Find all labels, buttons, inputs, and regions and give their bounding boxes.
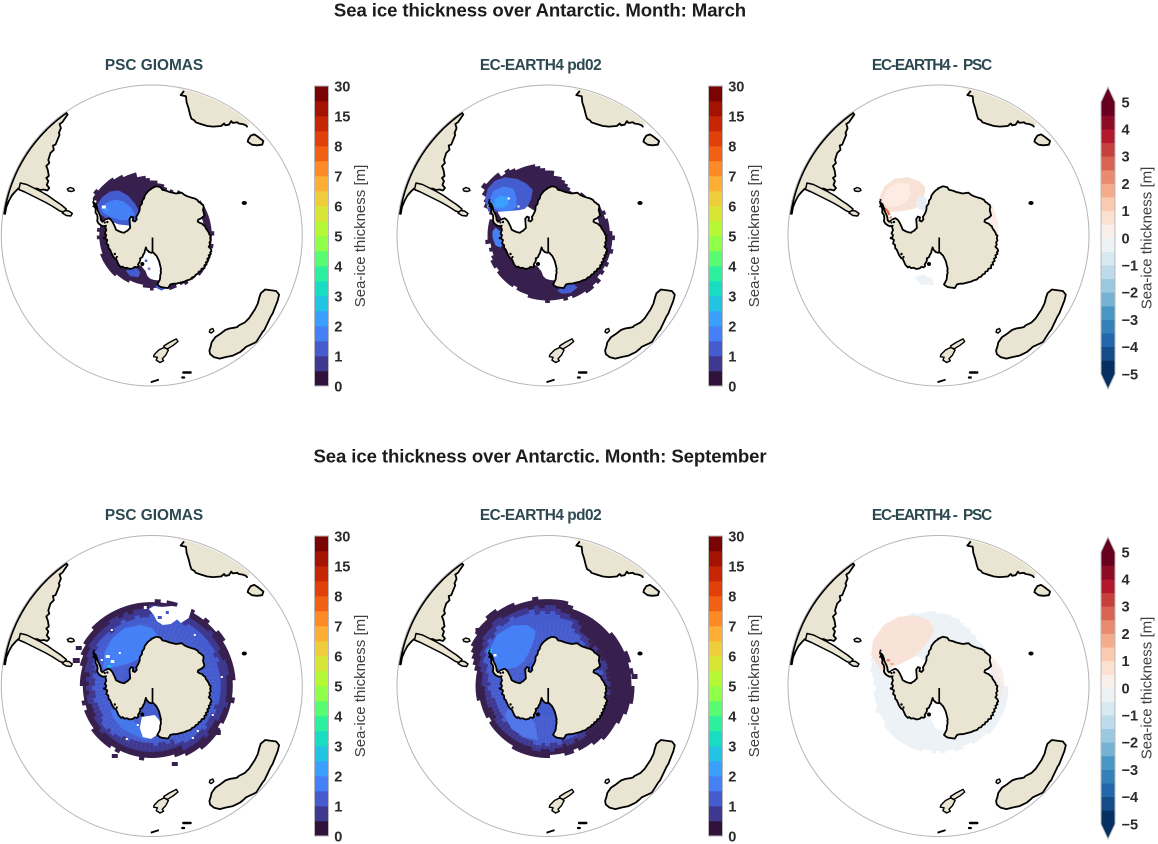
svg-text:15: 15	[728, 109, 744, 125]
svg-text:PSC GIOMAS: PSC GIOMAS	[105, 507, 203, 524]
svg-text:8: 8	[728, 139, 736, 155]
svg-text:EC-EARTH4 - PSC: EC-EARTH4 - PSC	[872, 57, 992, 74]
svg-text:2: 2	[1122, 177, 1130, 193]
svg-text:7: 7	[334, 169, 342, 185]
svg-text:4: 4	[1122, 573, 1131, 589]
svg-text:2: 2	[728, 319, 736, 335]
svg-text:5: 5	[728, 679, 736, 695]
svg-text:1: 1	[334, 349, 342, 365]
svg-text:Sea ice thickness over Antarct: Sea ice thickness over Antarctic. Month:…	[313, 445, 766, 466]
svg-text:Sea-ice thickness [m]: Sea-ice thickness [m]	[352, 615, 369, 758]
svg-text:Sea-ice thickness [m]: Sea-ice thickness [m]	[746, 615, 763, 758]
svg-text:3: 3	[1122, 600, 1130, 616]
svg-text:6: 6	[728, 649, 736, 665]
svg-text:EC-EARTH4 pd02: EC-EARTH4 pd02	[480, 57, 601, 74]
svg-text:5: 5	[334, 229, 342, 245]
svg-text:8: 8	[728, 589, 736, 605]
svg-text:Sea-ice thickness [m]: Sea-ice thickness [m]	[1139, 167, 1156, 310]
svg-text:0: 0	[334, 379, 342, 395]
svg-text:0: 0	[1122, 681, 1130, 697]
svg-text:15: 15	[334, 559, 350, 575]
svg-text:3: 3	[334, 739, 342, 755]
svg-text:6: 6	[728, 199, 736, 215]
svg-text:−1: −1	[1122, 709, 1139, 725]
svg-text:1: 1	[1122, 204, 1130, 220]
svg-text:8: 8	[334, 139, 342, 155]
svg-text:Sea-ice thickness [m]: Sea-ice thickness [m]	[746, 165, 763, 308]
svg-text:Sea-ice thickness [m]: Sea-ice thickness [m]	[352, 165, 369, 308]
svg-text:4: 4	[728, 709, 737, 725]
svg-text:8: 8	[334, 589, 342, 605]
svg-text:4: 4	[334, 259, 343, 275]
svg-text:EC-EARTH4 - PSC: EC-EARTH4 - PSC	[872, 507, 992, 524]
svg-text:Sea ice thickness over Antarct: Sea ice thickness over Antarctic. Month:…	[334, 0, 746, 20]
svg-text:−3: −3	[1122, 763, 1139, 779]
svg-text:EC-EARTH4 pd02: EC-EARTH4 pd02	[480, 507, 601, 524]
svg-text:−5: −5	[1122, 817, 1139, 833]
svg-text:2: 2	[334, 319, 342, 335]
svg-text:−4: −4	[1122, 790, 1140, 806]
svg-text:15: 15	[334, 109, 350, 125]
svg-text:0: 0	[1122, 231, 1130, 247]
svg-text:1: 1	[334, 799, 342, 815]
svg-text:2: 2	[334, 769, 342, 785]
svg-text:−5: −5	[1122, 367, 1139, 383]
svg-text:5: 5	[1122, 95, 1130, 111]
svg-text:PSC GIOMAS: PSC GIOMAS	[105, 57, 203, 74]
svg-text:1: 1	[728, 799, 736, 815]
svg-text:6: 6	[334, 199, 342, 215]
svg-text:6: 6	[334, 649, 342, 665]
svg-text:−2: −2	[1122, 736, 1139, 752]
svg-text:4: 4	[728, 259, 737, 275]
svg-text:7: 7	[728, 619, 736, 635]
svg-text:2: 2	[728, 769, 736, 785]
svg-text:−4: −4	[1122, 340, 1140, 356]
svg-text:Sea-ice thickness [m]: Sea-ice thickness [m]	[1139, 617, 1156, 760]
svg-text:5: 5	[728, 229, 736, 245]
svg-text:1: 1	[1122, 654, 1130, 670]
svg-text:−3: −3	[1122, 313, 1139, 329]
svg-text:2: 2	[1122, 627, 1130, 643]
svg-text:15: 15	[728, 559, 744, 575]
svg-text:4: 4	[334, 709, 343, 725]
svg-text:30: 30	[334, 79, 350, 95]
svg-text:3: 3	[728, 739, 736, 755]
svg-text:−2: −2	[1122, 286, 1139, 302]
svg-text:7: 7	[334, 619, 342, 635]
svg-text:4: 4	[1122, 123, 1131, 139]
svg-text:3: 3	[1122, 150, 1130, 166]
svg-text:0: 0	[728, 829, 736, 844]
svg-text:3: 3	[334, 289, 342, 305]
svg-text:7: 7	[728, 169, 736, 185]
svg-text:0: 0	[728, 379, 736, 395]
svg-text:30: 30	[728, 529, 744, 545]
svg-text:5: 5	[334, 679, 342, 695]
svg-text:3: 3	[728, 289, 736, 305]
svg-text:5: 5	[1122, 545, 1130, 561]
svg-text:1: 1	[728, 349, 736, 365]
svg-text:0: 0	[334, 829, 342, 844]
svg-text:30: 30	[728, 79, 744, 95]
svg-text:−1: −1	[1122, 259, 1139, 275]
svg-text:30: 30	[334, 529, 350, 545]
